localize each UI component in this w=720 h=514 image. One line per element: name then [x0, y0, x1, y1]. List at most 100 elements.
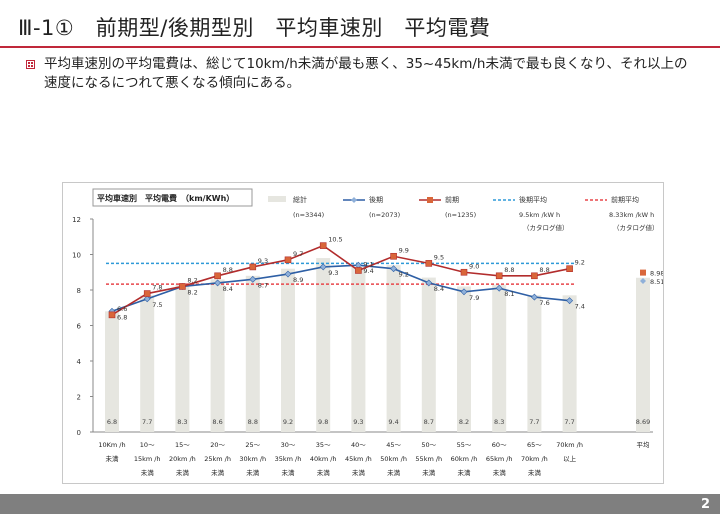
late-point-9	[425, 279, 433, 287]
late-value-label: 7.6	[539, 299, 549, 307]
early-value-label: 6.6	[117, 305, 127, 313]
bar-3	[210, 279, 225, 432]
late-value-label: 9.2	[399, 271, 409, 279]
early-point-6	[319, 242, 327, 249]
early-value-label: 8.8	[223, 266, 233, 274]
x-category-label: 60km /h	[451, 455, 478, 463]
late-value-label: 8.4	[223, 285, 233, 293]
x-category-label: 10～	[140, 441, 155, 449]
legend-early-avg-value: 8.33km /kW h	[609, 211, 654, 219]
chart-frame: 0 2 4 6 8 10 12 平均車速別 平均電費 （km/KWh） 6.8 7.7 8.3 8.6…	[62, 182, 664, 484]
early-point-1	[143, 290, 151, 297]
early-value-label: 9.1	[363, 260, 373, 268]
x-category-label: 25～	[245, 441, 260, 449]
x-category-label: 未満	[141, 468, 155, 477]
bar-value-label: 9.3	[353, 418, 363, 426]
bar-8	[386, 265, 401, 432]
early-point-5	[284, 256, 292, 264]
early-value-label: 7.8	[152, 284, 162, 292]
bar-value-label: 7.7	[564, 418, 574, 426]
legend-late-n: (n=2073)	[369, 211, 400, 219]
late-point-8	[390, 265, 398, 273]
late-value-label: 8.2	[187, 288, 197, 296]
bar-value-label: 8.7	[424, 418, 434, 426]
early-value-label: 8.8	[539, 266, 549, 274]
x-category-label: 40km /h	[310, 455, 337, 463]
x-category-label: 20～	[210, 441, 225, 449]
late-value-label: 8.1	[504, 290, 514, 298]
y-tick-label: 4	[77, 358, 82, 366]
early-value-label: 8.2	[187, 276, 197, 284]
x-category-label: 70km /h	[521, 455, 548, 463]
bar-1	[140, 295, 155, 432]
legend-late-label: 後期	[369, 195, 383, 204]
bar-6	[316, 258, 331, 432]
bar-value-label: 8.3	[494, 418, 504, 426]
x-category-label: 10Km /h	[98, 441, 125, 449]
bar-0	[105, 311, 119, 432]
efficiency-chart: 0 2 4 6 8 10 12 平均車速別 平均電費 （km/KWh） 6.8 7.7 8.3 8.6…	[72, 188, 663, 477]
late-point-5	[284, 270, 292, 278]
legend-late-avg-label: 後期平均	[519, 195, 547, 204]
bar-value-label: 6.8	[107, 418, 117, 426]
early-average-label: 8.98	[650, 270, 663, 278]
x-category-label: 50km /h	[380, 455, 407, 463]
bar-4	[245, 275, 260, 432]
x-category-label: 55km /h	[415, 455, 442, 463]
late-value-label: 8.7	[258, 281, 268, 289]
title-divider	[0, 46, 720, 48]
chart-title-box	[92, 188, 253, 207]
bar-value-label: 7.7	[142, 418, 152, 426]
legend-total-label: 総計	[293, 195, 307, 204]
x-average-category-label: 平均	[637, 440, 651, 449]
bar-13	[562, 295, 577, 432]
late-point-10	[460, 288, 468, 296]
x-category-label: 40～	[351, 441, 366, 449]
early-point-3	[214, 272, 221, 280]
legend-bar-swatch	[268, 196, 286, 202]
x-category-label: 45km /h	[345, 455, 372, 463]
late-value-label: 9.4	[363, 267, 373, 275]
x-category-label: 55～	[457, 441, 472, 449]
x-category-label: 35～	[316, 441, 331, 449]
x-category-label: 30～	[281, 441, 296, 449]
x-category-label: 未満	[211, 468, 225, 477]
early-value-label: 8.8	[504, 266, 514, 274]
bar-11	[492, 284, 507, 432]
legend-early-label: 前期	[445, 195, 459, 204]
x-category-label: 未満	[387, 468, 401, 477]
late-average-marker	[640, 277, 646, 284]
x-category-label: 60～	[492, 441, 507, 449]
early-point-8	[390, 252, 397, 260]
bar-value-label: 8.2	[459, 418, 469, 426]
bar-value-label: 9.8	[318, 418, 328, 426]
bar-average-label: 8.69	[636, 418, 650, 426]
early-point-4	[249, 263, 257, 271]
late-point-11	[495, 284, 503, 292]
legend-early-avg-label: 前期平均	[611, 195, 639, 204]
bar-10	[457, 286, 471, 432]
early-value-label: 9.7	[293, 250, 303, 258]
early-point-10	[460, 268, 468, 276]
slide-title: Ⅲ-1① 前期型/後期型別 平均車速別 平均電費	[18, 16, 491, 40]
x-category-label: 未満	[317, 468, 331, 477]
late-value-label: 9.3	[328, 269, 338, 277]
late-value-label: 7.4	[575, 303, 585, 311]
x-category-label: 65～	[527, 441, 542, 449]
late-value-label: 6.8	[117, 313, 127, 321]
late-series-line	[111, 264, 570, 313]
y-tick-label: 10	[72, 252, 81, 260]
x-category-label: 未満	[282, 468, 296, 477]
chart-title: 平均車速別 平均電費 （km/KWh）	[97, 193, 234, 203]
early-point-13	[566, 265, 573, 272]
late-point-1	[143, 295, 151, 303]
legend-late-marker	[351, 197, 357, 203]
early-point-9	[425, 260, 433, 267]
bar-5	[281, 268, 295, 432]
x-category-label: 未満	[246, 468, 259, 477]
bar-9	[421, 277, 436, 432]
bar-7	[351, 266, 366, 432]
legend-total-n: (n=3344)	[293, 211, 324, 219]
early-value-label: 9.5	[434, 253, 444, 261]
page-number: 2	[700, 497, 710, 512]
